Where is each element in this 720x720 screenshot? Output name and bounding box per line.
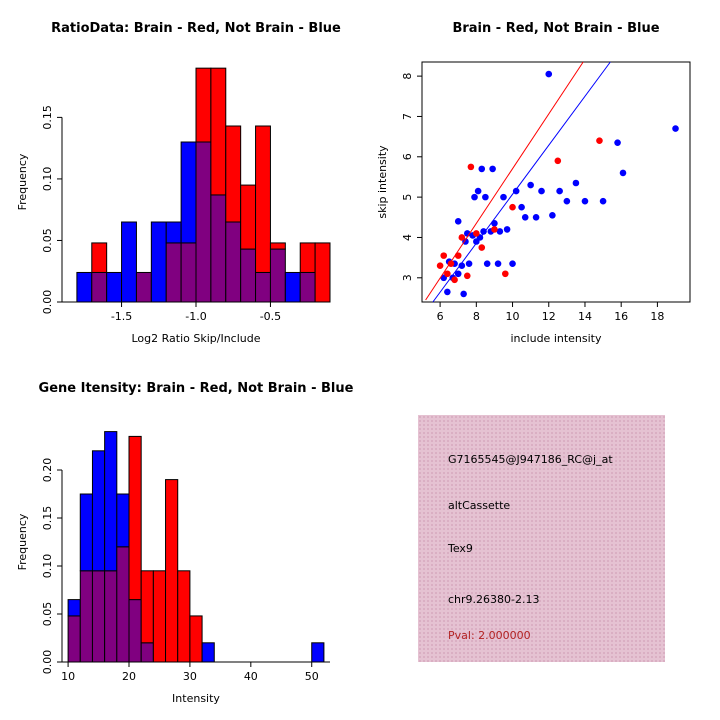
panel-annotation: G7165545@J947186_RC@j_at altCassette Tex… [360, 360, 720, 720]
svg-text:skip intensity: skip intensity [376, 145, 389, 219]
svg-text:4: 4 [401, 234, 414, 241]
svg-text:0.15: 0.15 [41, 506, 54, 531]
svg-text:Frequency: Frequency [16, 513, 29, 570]
panel-ratio-histogram: RatioData: Brain - Red, Not Brain - Blue… [0, 0, 360, 360]
scatter-title: Brain - Red, Not Brain - Blue [452, 21, 660, 36]
gene-name-text: Tex9 [448, 542, 473, 555]
svg-text:14: 14 [578, 310, 592, 323]
svg-text:3: 3 [401, 274, 414, 281]
svg-text:7: 7 [401, 113, 414, 120]
svg-text:0.20: 0.20 [41, 458, 54, 483]
svg-text:0.15: 0.15 [41, 105, 54, 130]
ratio-histogram-chart: -1.5 -1.0 -0.5 0.00 0.05 0.10 0.15 Log2 Ratio S… [16, 67, 331, 345]
svg-text:-0.5: -0.5 [260, 310, 281, 323]
ratio-histogram-title: RatioData: Brain - Red, Not Brain - Blue [51, 21, 341, 36]
svg-text:Log2 Ratio Skip/Include: Log2 Ratio Skip/Include [131, 332, 260, 345]
svg-text:20: 20 [122, 670, 136, 683]
gene-histogram-chart: 10 20 30 40 50 0.00 0.05 0.10 0.15 0.20 Intensity F… [16, 431, 330, 705]
svg-text:12: 12 [542, 310, 556, 323]
svg-text:30: 30 [183, 670, 197, 683]
svg-text:16: 16 [614, 310, 628, 323]
svg-text:Intensity: Intensity [172, 692, 220, 705]
gene-histogram-title: Gene Itensity: Brain - Red, Not Brain - … [38, 381, 354, 396]
svg-text:0.10: 0.10 [41, 167, 54, 192]
svg-text:6: 6 [401, 153, 414, 160]
event-type-text: altCassette [448, 499, 511, 512]
svg-text:8: 8 [401, 73, 414, 80]
svg-text:0.10: 0.10 [41, 554, 54, 579]
svg-text:Frequency: Frequency [16, 153, 29, 210]
svg-text:0.00: 0.00 [41, 650, 54, 675]
svg-text:0.05: 0.05 [41, 602, 54, 627]
svg-text:6: 6 [437, 310, 444, 323]
probe-id-text: G7165545@J947186_RC@j_at [448, 453, 613, 466]
svg-text:include intensity: include intensity [510, 332, 602, 345]
svg-text:10: 10 [61, 670, 75, 683]
svg-text:5: 5 [401, 194, 414, 201]
svg-text:-1.0: -1.0 [185, 310, 206, 323]
pval-text: Pval: 2.000000 [448, 629, 531, 642]
svg-text:50: 50 [305, 670, 319, 683]
svg-text:10: 10 [506, 310, 520, 323]
panel-gene-histogram: Gene Itensity: Brain - Red, Not Brain - … [0, 360, 360, 720]
svg-text:0.00: 0.00 [41, 290, 54, 315]
locus-text: chr9.26380-2.13 [448, 593, 540, 606]
svg-text:0.05: 0.05 [41, 228, 54, 253]
annotation-box: G7165545@J947186_RC@j_at altCassette Tex… [418, 415, 665, 662]
svg-text:18: 18 [650, 310, 664, 323]
svg-text:8: 8 [473, 310, 480, 323]
svg-text:40: 40 [244, 670, 258, 683]
panel-scatter: Brain - Red, Not Brain - Blue 6 8 10 12 14 16… [360, 0, 720, 360]
svg-text:-1.5: -1.5 [111, 310, 132, 323]
scatter-chart: 6 8 10 12 14 16 18 3 4 5 6 7 8 include intensity skip … [376, 61, 691, 345]
